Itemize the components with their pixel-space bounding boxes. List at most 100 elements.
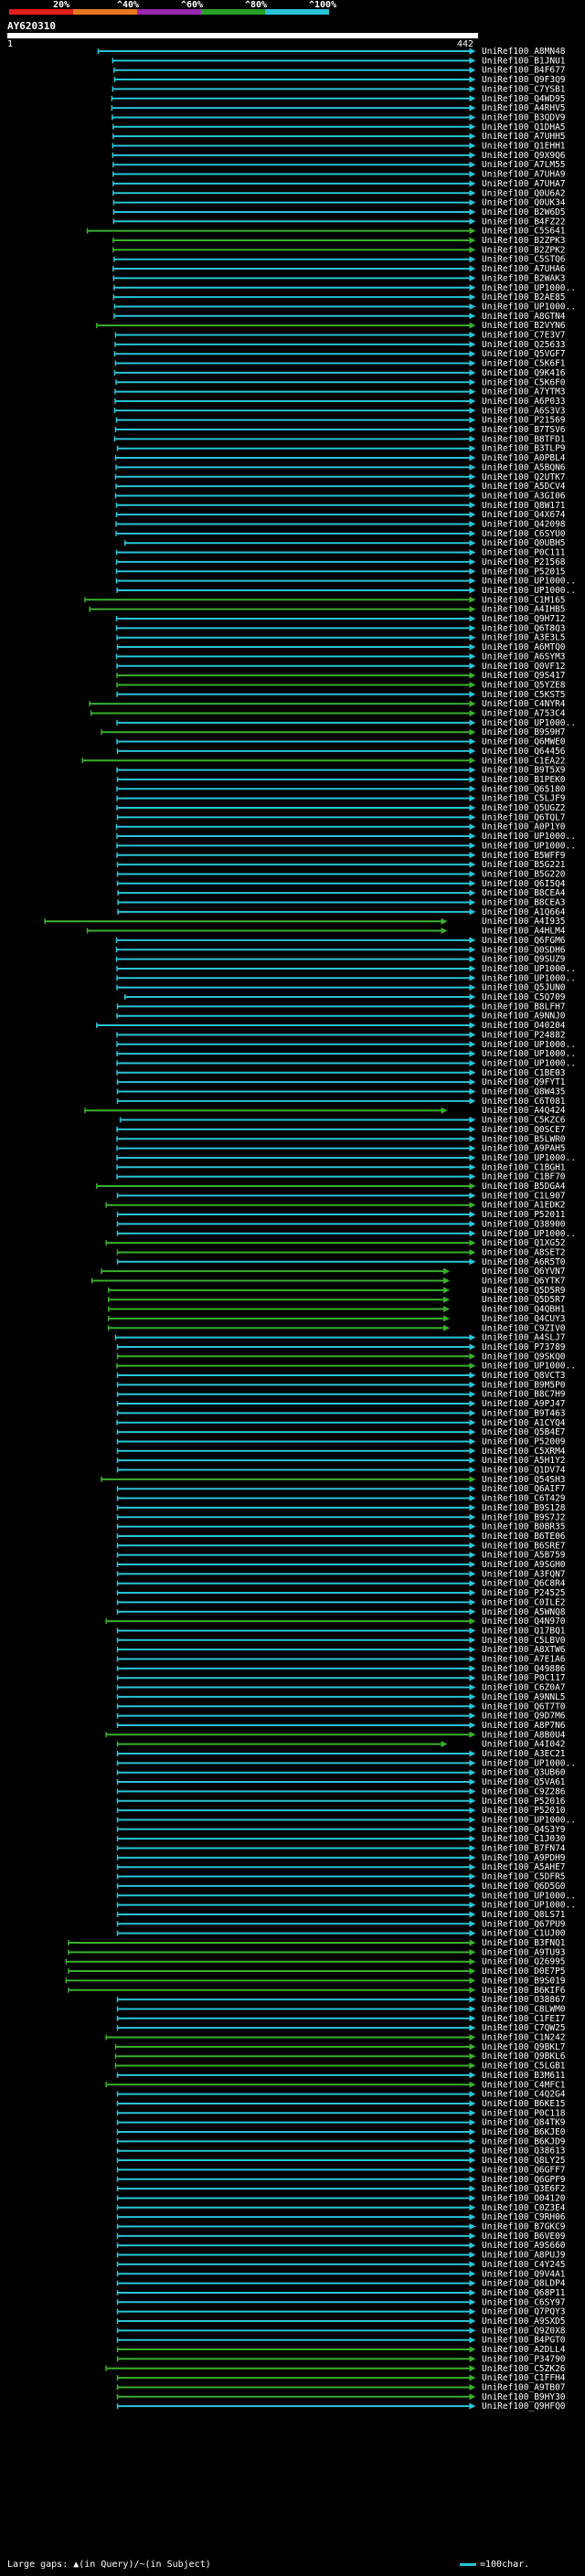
hit-label[interactable]: UniRef100_Q17BQ1 xyxy=(482,1626,566,1636)
hit-label[interactable]: UniRef100_B8C7H9 xyxy=(482,1390,566,1400)
hit-row[interactable]: UniRef100_A2DLL4 xyxy=(116,2345,566,2355)
hit-label[interactable]: UniRef100_B4PGT0 xyxy=(482,2336,566,2346)
hit-label[interactable]: UniRef100_Q5B4E7 xyxy=(482,1427,566,1437)
hit-row[interactable]: UniRef100_Q8W171 xyxy=(115,501,566,511)
hit-label[interactable]: UniRef100_A7YTM3 xyxy=(482,387,566,398)
hit-row[interactable]: UniRef100_A9SXD5 xyxy=(116,2316,566,2327)
hit-label[interactable]: UniRef100_UP1000.. xyxy=(482,718,576,728)
hit-row[interactable]: UniRef100_C5S641 xyxy=(86,227,566,237)
hit-label[interactable]: UniRef100_B1PEK0 xyxy=(482,775,566,785)
hit-label[interactable]: UniRef100_B6SRE7 xyxy=(482,1541,566,1551)
hit-row[interactable]: UniRef100_A5AHE7 xyxy=(116,1862,566,1872)
hit-label[interactable]: UniRef100_Q6D5G0 xyxy=(482,1882,566,1892)
hit-row[interactable]: UniRef100_A3E3L5 xyxy=(116,633,566,643)
hit-label[interactable]: UniRef100_A9SXD5 xyxy=(482,2316,566,2327)
hit-label[interactable]: UniRef100_Q49886 xyxy=(482,1664,566,1674)
hit-label[interactable]: UniRef100_UP1000.. xyxy=(482,302,576,312)
hit-row[interactable]: UniRef100_Q9FYT1 xyxy=(116,1077,566,1087)
hit-row[interactable]: UniRef100_Q1DHA5 xyxy=(112,122,566,133)
hit-label[interactable]: UniRef100_Q8LY25 xyxy=(482,2156,566,2166)
hit-row[interactable]: UniRef100_Q7PQY3 xyxy=(116,2307,566,2317)
hit-label[interactable]: UniRef100_Q0SDH6 xyxy=(482,945,566,955)
hit-label[interactable]: UniRef100_B5WFF9 xyxy=(482,851,566,861)
hit-row[interactable]: UniRef100_C1N242 xyxy=(105,2033,566,2043)
hit-row[interactable]: UniRef100_A7UHA7 xyxy=(112,179,566,189)
hit-label[interactable]: UniRef100_Q8VCT3 xyxy=(482,1371,566,1381)
hit-label[interactable]: UniRef100_P52010 xyxy=(482,1806,566,1816)
hit-label[interactable]: UniRef100_Q4X674 xyxy=(482,510,566,520)
hit-label[interactable]: UniRef100_A1Q664 xyxy=(482,907,566,917)
hit-label[interactable]: UniRef100_A8P7N6 xyxy=(482,1721,566,1731)
hit-label[interactable]: UniRef100_Q67PU9 xyxy=(482,1919,566,1929)
hit-label[interactable]: UniRef100_Q8LDP4 xyxy=(482,2279,566,2289)
hit-row[interactable]: UniRef100_A4HLM4 xyxy=(86,927,566,937)
hit-label[interactable]: UniRef100_C9ZIV0 xyxy=(482,1323,566,1333)
hit-row[interactable]: UniRef100_P52016 xyxy=(116,1797,566,1807)
hit-row[interactable]: UniRef100_UP1000.. xyxy=(116,1049,576,1059)
hit-row[interactable]: UniRef100_C9ZIV0 xyxy=(107,1323,566,1333)
hit-label[interactable]: UniRef100_B2ZPK3 xyxy=(482,236,566,246)
hit-label[interactable]: UniRef100_B6TE06 xyxy=(482,1532,566,1542)
hit-label[interactable]: UniRef100_Q9FYT1 xyxy=(482,1077,566,1087)
hit-row[interactable]: UniRef100_C4Q2G4 xyxy=(116,2090,566,2100)
hit-row[interactable]: UniRef100_B9T5X9 xyxy=(116,766,566,776)
hit-row[interactable]: UniRef100_B5G221 xyxy=(116,860,566,870)
hit-row[interactable]: UniRef100_Q9K416 xyxy=(113,368,566,378)
hit-label[interactable]: UniRef100_Q8W435 xyxy=(482,1087,566,1097)
hit-label[interactable]: UniRef100_B8LFH7 xyxy=(482,1002,566,1012)
hit-label[interactable]: UniRef100_UP1000.. xyxy=(482,1362,576,1372)
hit-row[interactable]: UniRef100_A9TU93 xyxy=(68,1947,566,1957)
hit-row[interactable]: UniRef100_B6KJD9 xyxy=(116,2136,566,2147)
hit-label[interactable]: UniRef100_C5S641 xyxy=(482,227,566,237)
hit-row[interactable]: UniRef100_Q8LS71 xyxy=(116,1910,566,1920)
hit-row[interactable]: UniRef100_A4IHB5 xyxy=(89,605,566,615)
hit-label[interactable]: UniRef100_Q65180 xyxy=(482,784,566,794)
hit-row[interactable]: UniRef100_UP1000.. xyxy=(116,1891,576,1901)
hit-label[interactable]: UniRef100_A4RHV5 xyxy=(482,103,566,113)
hit-label[interactable]: UniRef100_A7UHA9 xyxy=(482,170,566,180)
hit-row[interactable]: UniRef100_A3GI06 xyxy=(114,491,566,501)
hit-label[interactable]: UniRef100_B6KE15 xyxy=(482,2099,566,2109)
hit-row[interactable]: UniRef100_P52011 xyxy=(116,1210,566,1220)
hit-row[interactable]: UniRef100_D0E7P5 xyxy=(68,1966,566,1977)
hit-row[interactable]: UniRef100_A4I042 xyxy=(116,1740,566,1750)
hit-row[interactable]: UniRef100_Q9SKQ0 xyxy=(116,1352,566,1362)
hit-row[interactable]: UniRef100_C1EA22 xyxy=(81,756,566,766)
hit-label[interactable]: UniRef100_Q1DHA5 xyxy=(482,122,566,133)
hit-row[interactable]: UniRef100_UP1000.. xyxy=(116,718,576,728)
hit-label[interactable]: UniRef100_B7FN74 xyxy=(482,1844,566,1854)
hit-label[interactable]: UniRef100_C1L907 xyxy=(482,1191,566,1201)
hit-row[interactable]: UniRef100_A8SET2 xyxy=(116,1247,566,1257)
hit-row[interactable]: UniRef100_B3QDV9 xyxy=(112,112,566,122)
hit-label[interactable]: UniRef100_UP1000.. xyxy=(482,1891,576,1901)
hit-row[interactable]: UniRef100_A8GTN4 xyxy=(113,312,566,322)
hit-label[interactable]: UniRef100_A9PDH9 xyxy=(482,1853,566,1863)
hit-label[interactable]: UniRef100_A0P1Y0 xyxy=(482,822,566,832)
hit-row[interactable]: UniRef100_Q3UB60 xyxy=(116,1768,566,1778)
hit-label[interactable]: UniRef100_Q6T8Q3 xyxy=(482,623,566,633)
hit-row[interactable]: UniRef100_UP1000.. xyxy=(116,964,576,974)
hit-row[interactable]: UniRef100_P73789 xyxy=(116,1342,566,1352)
hit-label[interactable]: UniRef100_Q0U6A2 xyxy=(482,188,566,198)
hit-row[interactable]: UniRef100_A0P1Y0 xyxy=(115,822,566,832)
hit-label[interactable]: UniRef100_UP1000.. xyxy=(482,964,576,974)
hit-label[interactable]: UniRef100_C7E3V7 xyxy=(482,331,566,341)
hit-label[interactable]: UniRef100_Q0VF12 xyxy=(482,662,566,672)
hit-label[interactable]: UniRef100_Q9F3Q9 xyxy=(482,75,566,85)
hit-row[interactable]: UniRef100_C0Z3E4 xyxy=(116,2203,566,2213)
hit-label[interactable]: UniRef100_C5ZK26 xyxy=(482,2364,566,2374)
hit-label[interactable]: UniRef100_B9HY30 xyxy=(482,2392,566,2402)
hit-row[interactable]: UniRef100_C5KZC6 xyxy=(119,1116,566,1126)
hit-row[interactable]: UniRef100_P21568 xyxy=(115,557,566,567)
hit-label[interactable]: UniRef100_C1J030 xyxy=(482,1834,566,1844)
hit-row[interactable]: UniRef100_Q6GPF9 xyxy=(116,2175,566,2185)
hit-row[interactable]: UniRef100_UP1000.. xyxy=(116,1758,576,1768)
hit-label[interactable]: UniRef100_C4MFC1 xyxy=(482,2080,566,2090)
hit-row[interactable]: UniRef100_UP1000.. xyxy=(116,832,576,842)
hit-label[interactable]: UniRef100_A9NNL5 xyxy=(482,1692,566,1702)
hit-row[interactable]: UniRef100_Q4S3Y9 xyxy=(116,1825,566,1835)
hit-label[interactable]: UniRef100_Q0UBH5 xyxy=(482,538,566,548)
hit-label[interactable]: UniRef100_Q54SH3 xyxy=(482,1475,566,1485)
hit-row[interactable]: UniRef100_A8P7N6 xyxy=(116,1721,566,1731)
hit-row[interactable]: UniRef100_Q6T7T0 xyxy=(116,1701,566,1712)
